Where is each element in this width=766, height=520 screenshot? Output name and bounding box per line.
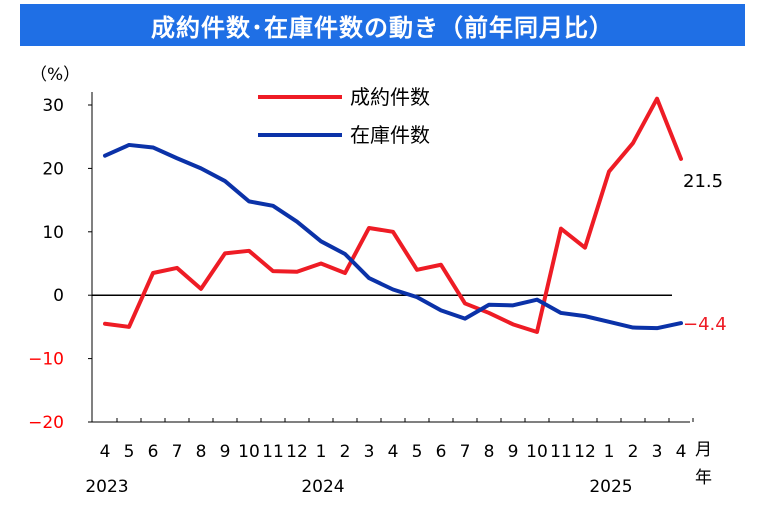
end-value-label: 21.5 (683, 171, 723, 192)
x-unit-year: 年 (695, 468, 712, 488)
x-tick-label: 8 (196, 442, 207, 462)
x-tick-label: 9 (508, 442, 519, 462)
x-tick-label: 10 (526, 442, 548, 462)
year-label: 2024 (301, 477, 344, 497)
x-tick-label: 3 (364, 442, 375, 462)
x-tick-label: 6 (436, 442, 447, 462)
y-tick-label: −20 (28, 413, 64, 433)
y-tick-label: 20 (42, 159, 64, 179)
x-tick-label: 3 (652, 442, 663, 462)
x-tick-label: 7 (460, 442, 471, 462)
x-tick-label: 8 (484, 442, 495, 462)
series-line-1 (103, 142, 683, 331)
end-value-label: −4.4 (683, 314, 727, 335)
x-tick-label: 12 (574, 442, 596, 462)
y-tick-label: 0 (53, 286, 64, 306)
x-tick-label: 11 (550, 442, 572, 462)
x-tick-label: 1 (316, 442, 327, 462)
year-label: 2023 (85, 477, 128, 497)
chart-title: 成約件数･在庫件数の動き（前年同月比） (151, 13, 614, 42)
x-unit-month: 月 (695, 440, 712, 460)
x-tick-label: 1 (604, 442, 615, 462)
x-tick-label: 6 (148, 442, 159, 462)
x-tick-label: 2 (340, 442, 351, 462)
year-label: 2025 (589, 477, 632, 497)
x-tick-label: 7 (172, 442, 183, 462)
x-tick-label: 10 (238, 442, 260, 462)
title-banner: 成約件数･在庫件数の動き（前年同月比） (20, 4, 745, 46)
x-tick-label: 5 (412, 442, 423, 462)
y-tick-label: −10 (28, 350, 64, 370)
series-lines (103, 96, 683, 334)
x-tick-label: 4 (676, 442, 687, 462)
x-tick-label: 4 (388, 442, 399, 462)
y-ticks: 30 20 10 0 −10 −20 (28, 96, 92, 433)
legend-label: 在庫件数 (350, 123, 430, 147)
y-tick-label: 10 (42, 223, 64, 243)
legend-label: 成約件数 (350, 85, 430, 109)
x-tick-label: 12 (286, 442, 308, 462)
y-unit-label: （%） (30, 65, 80, 85)
end-labels: 21.5 −4.4 (683, 171, 727, 335)
x-tick-label: 2 (628, 442, 639, 462)
y-tick-label: 30 (42, 96, 64, 116)
x-tick-label: 5 (124, 442, 135, 462)
x-tick-label: 9 (220, 442, 231, 462)
x-tick-label: 4 (100, 442, 111, 462)
series-line-0 (103, 96, 683, 334)
x-ticks: 4 5 6 7 8 9 10 11 12 1 2 3 4 5 6 7 8 9 10 11 12 1 2 3 4 (100, 418, 694, 462)
year-labels: 2023 2024 2025 (85, 477, 632, 497)
x-tick-label: 11 (262, 442, 284, 462)
